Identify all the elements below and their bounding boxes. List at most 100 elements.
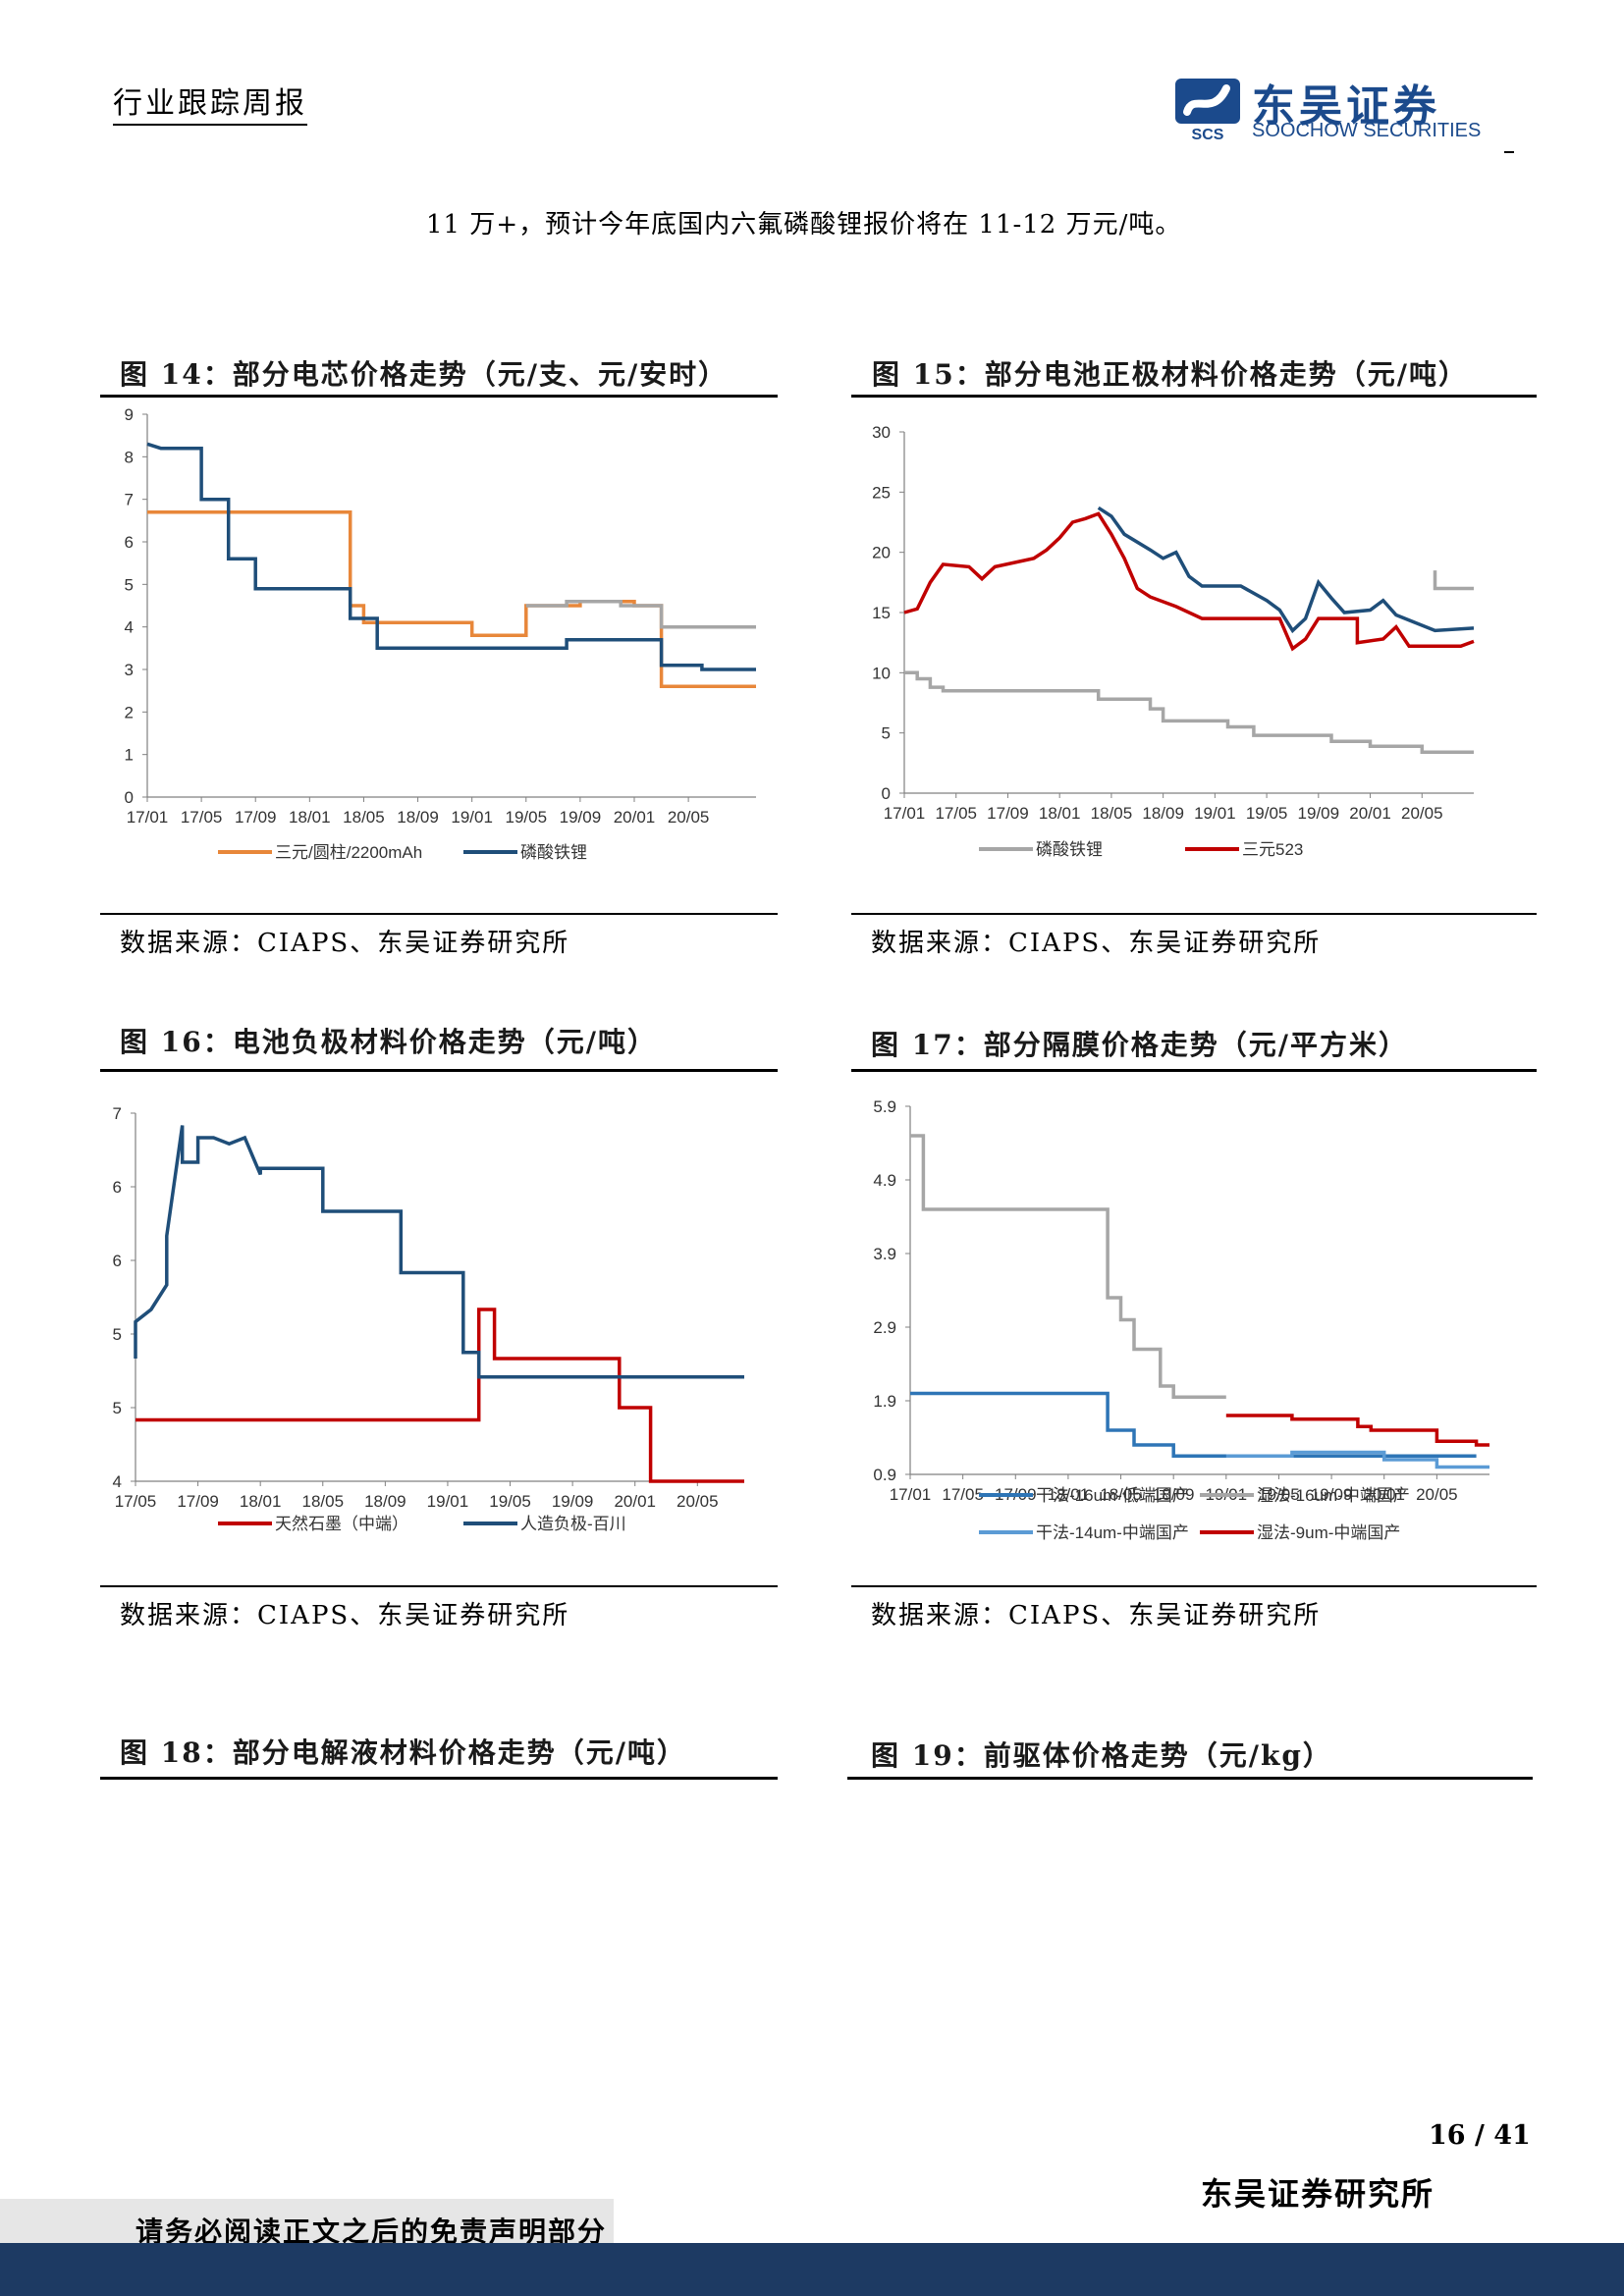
figure-15-chart: 0 5 10 15 20 25 30 17/01 17/05 17/09 18/01 18/05 18/… xyxy=(872,423,1475,859)
y-tick-label: 5 xyxy=(125,575,134,594)
x-tick-label: 17/05 xyxy=(181,808,223,827)
x-tick-label: 19/01 xyxy=(1194,804,1236,823)
series-line-0 xyxy=(910,1391,1477,1459)
scs-logo-icon: SCS xyxy=(1175,79,1240,143)
y-tick-label: 8 xyxy=(125,448,134,466)
series-line-1 xyxy=(903,511,1475,652)
figure-16-top-rule xyxy=(100,1069,778,1072)
x-tick-label: 19/05 xyxy=(1246,804,1288,823)
series-line-3 xyxy=(1433,570,1474,591)
figure-17-title: 图 17：部分隔膜价格走势（元/平方米） xyxy=(871,1029,1408,1061)
figure-15-bottom-rule xyxy=(851,913,1537,915)
y-tick-label: 2.9 xyxy=(873,1318,896,1337)
x-tick-label: 18/01 xyxy=(1048,1485,1090,1504)
y-tick-label: 4 xyxy=(113,1472,122,1491)
figure-14-source: 数据来源：CIAPS、东吴证券研究所 xyxy=(120,929,570,958)
y-tick-label: 3.9 xyxy=(873,1245,896,1263)
x-tick-label: 20/05 xyxy=(677,1492,719,1511)
x-tick-label: 19/01 xyxy=(427,1492,469,1511)
legend-label: 人造负极-百川 xyxy=(520,1515,626,1533)
x-tick-label: 17/05 xyxy=(935,804,977,823)
legend-label: 磷酸铁锂 xyxy=(520,843,587,862)
y-tick-label: 9 xyxy=(125,405,134,424)
x-tick-label: 17/05 xyxy=(115,1492,157,1511)
logo-english-name: SOOCHOW SECURITIES xyxy=(1252,120,1482,141)
figure-18-top-rule xyxy=(100,1777,778,1780)
x-tick-label: 20/05 xyxy=(1401,804,1443,823)
x-tick-label: 17/01 xyxy=(884,804,926,823)
legend-label: 湿法-9um-中端国产 xyxy=(1257,1523,1400,1542)
x-tick-label: 18/05 xyxy=(1091,804,1133,823)
x-tick-label: 18/09 xyxy=(397,808,439,827)
x-tick-label: 17/09 xyxy=(987,804,1029,823)
figure-17-source: 数据来源：CIAPS、东吴证券研究所 xyxy=(871,1601,1322,1630)
x-tick-label: 19/05 xyxy=(1258,1485,1300,1504)
figure-16-bottom-rule xyxy=(100,1585,778,1587)
y-tick-label: 7 xyxy=(113,1104,122,1123)
x-tick-label: 17/09 xyxy=(177,1492,219,1511)
header-dash xyxy=(1504,151,1514,153)
series-line-2 xyxy=(1225,1450,1489,1469)
x-tick-label: 18/01 xyxy=(1039,804,1081,823)
x-tick-label: 18/05 xyxy=(1100,1485,1142,1504)
x-tick-label: 17/01 xyxy=(127,808,169,827)
figure-19-top-rule xyxy=(847,1777,1533,1780)
series-line-2 xyxy=(525,599,756,629)
y-tick-label: 3 xyxy=(125,661,134,679)
legend-label: 天然石墨（中端） xyxy=(275,1515,408,1533)
y-tick-label: 1 xyxy=(125,746,134,765)
series-line-1 xyxy=(146,442,756,671)
x-tick-label: 17/09 xyxy=(235,808,277,827)
legend-label: 磷酸铁锂 xyxy=(1036,840,1103,859)
x-tick-label: 18/09 xyxy=(364,1492,406,1511)
figure-14-top-rule xyxy=(100,395,778,398)
x-tick-label: 19/09 xyxy=(1298,804,1340,823)
figure-17-top-rule xyxy=(851,1069,1537,1072)
logo-mark-text: SCS xyxy=(1192,127,1224,143)
figure-18-title: 图 18：部分电解液材料价格走势（元/吨） xyxy=(120,1736,686,1769)
footer-bar xyxy=(0,2243,1624,2296)
y-tick-label: 0.9 xyxy=(873,1466,896,1484)
figure-16-title: 图 16：电池负极材料价格走势（元/吨） xyxy=(120,1026,657,1058)
x-tick-label: 18/01 xyxy=(240,1492,282,1511)
footer-organization: 东吴证券研究所 xyxy=(1201,2175,1435,2213)
figure-17-bottom-rule xyxy=(851,1585,1537,1587)
x-tick-label: 20/01 xyxy=(614,808,656,827)
x-tick-label: 19/05 xyxy=(489,1492,531,1511)
y-tick-label: 6 xyxy=(113,1178,122,1197)
series-line-0 xyxy=(904,670,1474,755)
y-tick-label: 4 xyxy=(125,618,134,637)
figure-17-chart: 0.91.92.93.94.95.917/0117/0517/0918/0118… xyxy=(873,1097,1489,1542)
company-logo: SCS 东吴证券 SOOCHOW SECURITIES xyxy=(1173,71,1497,149)
series-line-1 xyxy=(910,1134,1226,1400)
figure-15-top-rule xyxy=(851,395,1537,398)
y-tick-label: 6 xyxy=(125,533,134,552)
legend-label: 干法-14um-中端国产 xyxy=(1036,1523,1189,1542)
figure-14-title: 图 14：部分电芯价格走势（元/支、元/安时） xyxy=(120,358,729,391)
figure-14-chart: 0 1 2 3 4 5 6 7 8 9 17/01 17/05 17/09 18/01 18/05 18/09… xyxy=(125,405,756,862)
y-tick-label: 0 xyxy=(882,784,891,803)
x-tick-label: 18/09 xyxy=(1153,1485,1195,1504)
figure-19-title: 图 19：前驱体价格走势（元/kg） xyxy=(871,1739,1332,1772)
series-line-3 xyxy=(1225,1414,1489,1447)
x-tick-label: 18/01 xyxy=(289,808,331,827)
x-tick-label: 18/05 xyxy=(301,1492,344,1511)
x-tick-label: 17/05 xyxy=(942,1485,984,1504)
y-tick-label: 15 xyxy=(872,604,891,622)
y-tick-label: 10 xyxy=(872,664,891,682)
y-tick-label: 5 xyxy=(113,1325,122,1344)
y-tick-label: 4.9 xyxy=(873,1171,896,1190)
disclaimer-text: 请务必阅读正文之后的免责声明部分 xyxy=(135,2216,608,2248)
series-line-1 xyxy=(134,1125,744,1379)
x-tick-label: 19/09 xyxy=(560,808,602,827)
figure-15-source: 数据来源：CIAPS、东吴证券研究所 xyxy=(871,929,1322,958)
figure-16-source: 数据来源：CIAPS、东吴证券研究所 xyxy=(120,1601,570,1630)
y-tick-label: 1.9 xyxy=(873,1392,896,1411)
y-tick-label: 5 xyxy=(882,724,891,743)
series-line-0 xyxy=(135,1308,744,1483)
y-tick-label: 0 xyxy=(125,788,134,807)
x-tick-label: 19/01 xyxy=(451,808,493,827)
x-tick-label: 19/09 xyxy=(552,1492,594,1511)
y-tick-label: 20 xyxy=(872,544,891,562)
x-tick-label: 20/01 xyxy=(614,1492,656,1511)
